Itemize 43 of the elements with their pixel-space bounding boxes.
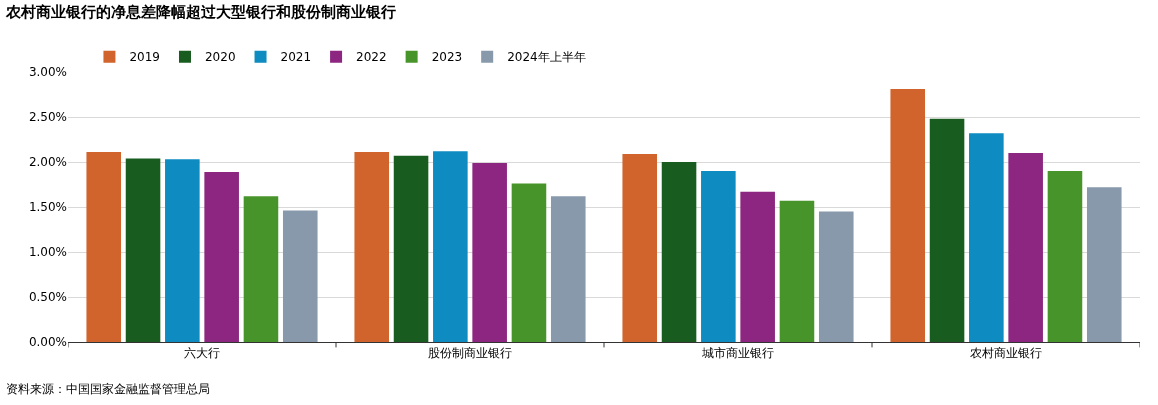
- bar: [86, 152, 122, 342]
- bar: [511, 183, 547, 342]
- chart-title: 农村商业银行的净息差降幅超过大型银行和股份制商业银行: [4, 2, 396, 21]
- bar: [125, 158, 161, 342]
- bar: [701, 171, 736, 342]
- bar: [818, 211, 854, 342]
- legend-label: 2023: [431, 50, 463, 65]
- bar: [1086, 187, 1122, 342]
- x-tick-label: 股份制商业银行: [428, 346, 512, 361]
- bar: [1008, 153, 1043, 342]
- y-tick-label: 1.00%: [28, 245, 67, 260]
- bar: [969, 133, 1004, 342]
- bar: [243, 196, 279, 342]
- legend-label: 2021: [280, 50, 312, 65]
- bar: [433, 151, 468, 342]
- legend-label: 2019: [129, 50, 160, 65]
- y-tick-label: 0.00%: [28, 335, 67, 350]
- legend-label: 2020: [204, 50, 236, 65]
- bar: [740, 191, 775, 342]
- y-tick-label: 0.50%: [28, 290, 67, 305]
- legend-label: 2022: [356, 50, 387, 65]
- bar: [393, 155, 429, 342]
- x-tick-label: 农村商业银行: [970, 346, 1042, 361]
- bar: [779, 200, 815, 342]
- bar: [622, 153, 658, 342]
- y-tick-label: 3.00%: [28, 65, 67, 80]
- bar: [472, 162, 507, 342]
- text: 资料来源：中国国家金融监督管理总局: [6, 382, 210, 396]
- bar: [165, 159, 200, 342]
- legend-label: 2024年上半年: [507, 50, 586, 65]
- bar: [929, 118, 965, 342]
- bar: [204, 171, 239, 342]
- bar: [550, 196, 586, 342]
- bar: [354, 152, 390, 342]
- bar: [661, 162, 697, 342]
- bar: [282, 210, 318, 342]
- x-tick-label: 六大行: [184, 346, 220, 361]
- y-tick-label: 2.00%: [28, 155, 67, 170]
- y-tick-label: 2.50%: [28, 110, 67, 125]
- bar: [1047, 171, 1083, 342]
- y-tick-label: 1.50%: [28, 200, 67, 215]
- bar: [890, 89, 926, 342]
- x-tick-label: 城市商业银行: [701, 346, 774, 361]
